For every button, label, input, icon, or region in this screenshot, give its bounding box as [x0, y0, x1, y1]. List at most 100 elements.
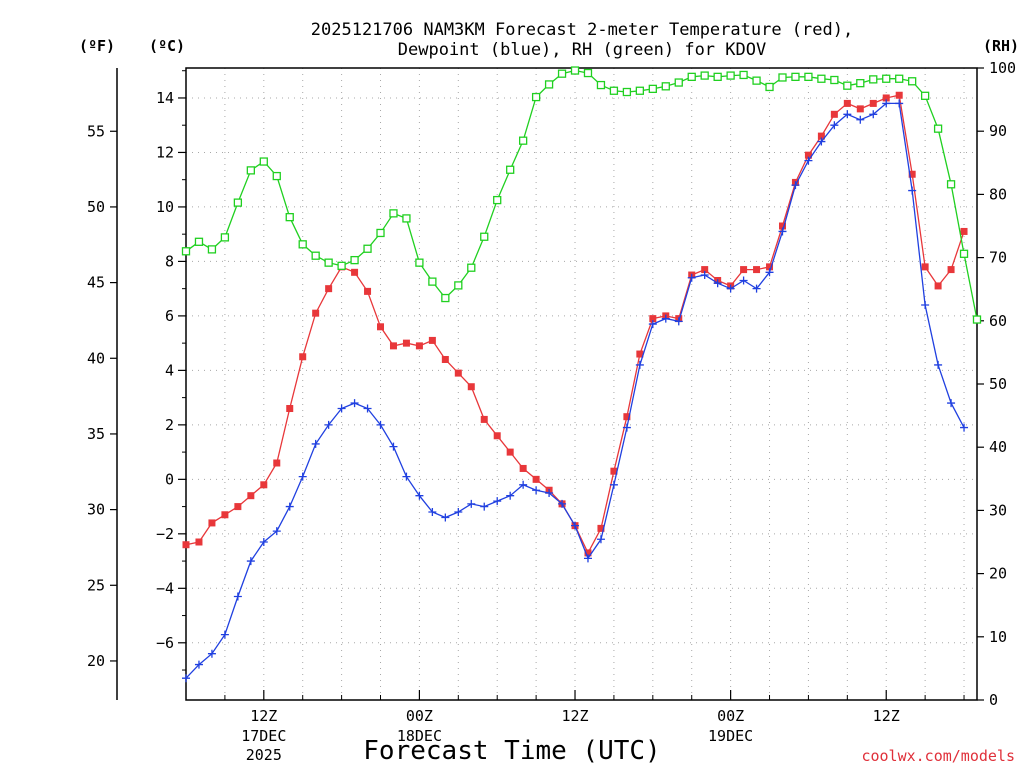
rh-point	[972, 315, 982, 324]
rh-tick-label: 30	[989, 501, 1007, 519]
dewpoint-point	[428, 508, 437, 517]
dewpoint-point	[726, 284, 735, 293]
rh-point	[713, 72, 722, 81]
dewpoint-point	[519, 480, 528, 489]
dewpoint-point	[739, 276, 748, 285]
rh-point	[259, 157, 268, 166]
rh-point	[648, 84, 657, 94]
title-line-1: 2025121706 NAM3KM Forecast 2-meter Tempe…	[311, 20, 853, 40]
x-tick-label: 12Z	[561, 707, 588, 725]
dewpoint-point	[233, 592, 242, 601]
rh-point	[285, 213, 294, 222]
series-dewpoint	[182, 99, 969, 683]
celsius-tick-label: 8	[165, 252, 174, 270]
dewpoint-line	[185, 102, 965, 679]
dewpoint-point	[558, 499, 567, 508]
dewpoint-point	[934, 360, 943, 369]
dewpoint-point	[583, 554, 592, 563]
temperature-point	[312, 309, 320, 317]
rh-tick-label: 100	[989, 59, 1016, 77]
rh-point	[493, 195, 502, 205]
rh-point	[350, 255, 359, 265]
rh-tick-label: 40	[989, 438, 1007, 456]
dewpoint-point	[713, 279, 722, 288]
grid	[186, 68, 977, 700]
rh-point	[817, 74, 826, 83]
fahrenheit-tick-label: 55	[87, 122, 105, 140]
temperature-point	[701, 266, 709, 274]
x-tick-label: 12Z	[250, 707, 277, 725]
dewpoint-point	[921, 301, 930, 309]
celsius-tick-label: 0	[165, 470, 174, 488]
temperature-point	[351, 268, 359, 276]
dewpoint-point	[272, 527, 281, 536]
temperature-point	[221, 511, 229, 519]
dewpoint-point	[648, 320, 657, 329]
rh-point	[311, 251, 320, 260]
fahrenheit-tick-label: 20	[87, 652, 105, 670]
fahrenheit-tick-label: 25	[87, 576, 105, 594]
dewpoint-point	[882, 99, 891, 108]
dewpoint-point	[765, 268, 774, 277]
fahrenheit-tick-label: 50	[87, 198, 105, 216]
rh-point	[518, 136, 528, 145]
dewpoint-point	[596, 535, 605, 544]
temperature-point	[467, 383, 475, 391]
rh-point	[687, 72, 696, 81]
rh-point	[363, 244, 372, 253]
dewpoint-point	[350, 399, 359, 408]
dewpoint-point	[609, 480, 618, 489]
rh-point	[804, 72, 813, 81]
rh-point	[635, 86, 645, 95]
temperature-point	[273, 459, 281, 467]
dewpoint-point	[207, 649, 216, 658]
dewpoint-point	[246, 557, 255, 566]
dewpoint-point	[947, 399, 956, 408]
temperature-point	[364, 287, 372, 295]
temperature-point	[817, 132, 825, 140]
dewpoint-point	[843, 110, 852, 119]
rh-point	[389, 209, 398, 218]
title-line-2: Dewpoint (blue), RH (green) for KDOV	[398, 40, 766, 60]
rh-point	[570, 66, 580, 75]
rh-point	[739, 70, 748, 80]
series-layer	[181, 66, 982, 683]
dewpoint-point	[194, 660, 203, 669]
rh-point	[869, 75, 878, 84]
rh-point	[298, 240, 307, 249]
dewpoint-point	[454, 508, 463, 517]
plot-frame	[185, 67, 978, 701]
temperature-point	[934, 282, 942, 290]
rh-point	[441, 293, 450, 303]
rh-point	[402, 214, 411, 223]
temperature-point	[947, 266, 955, 274]
rh-point	[895, 74, 904, 83]
temperature-point	[286, 405, 294, 413]
temperature-point	[182, 541, 190, 549]
temperature-point	[766, 263, 774, 271]
temperature-point	[441, 355, 449, 363]
rh-point	[220, 233, 230, 242]
axes: −6−4−20246810121420253035404550550102030…	[87, 59, 1016, 764]
rh-point	[207, 245, 217, 254]
celsius-tick-label: 4	[165, 361, 174, 379]
celsius-tick-label: 6	[165, 307, 174, 325]
credit-text: coolwx.com/models	[861, 747, 1015, 765]
dewpoint-point	[182, 674, 190, 683]
rh-tick-label: 70	[989, 249, 1007, 267]
dewpoint-point	[480, 502, 489, 511]
rh-point	[843, 81, 852, 90]
series-rh	[181, 66, 982, 324]
rh-point	[544, 80, 554, 89]
dewpoint-point	[895, 99, 904, 108]
temperature-point	[740, 266, 748, 274]
rh-point	[596, 80, 606, 90]
temperature-point	[804, 151, 812, 159]
rh-tick-label: 0	[989, 691, 998, 709]
rh-point	[337, 261, 346, 270]
temperature-line	[185, 94, 965, 555]
temperature-point	[532, 475, 540, 483]
dewpoint-point	[674, 317, 683, 326]
x-tick-label: 12Z	[873, 707, 900, 725]
